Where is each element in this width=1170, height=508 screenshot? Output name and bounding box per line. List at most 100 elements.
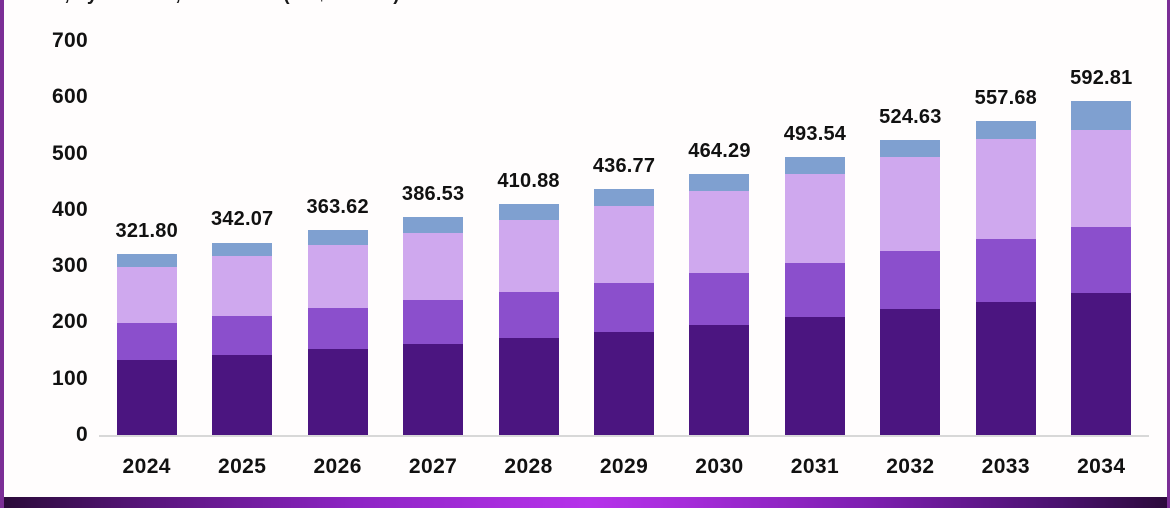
bar-group[interactable]	[968, 0, 1044, 435]
bar-segment-segment-4[interactable]	[307, 230, 368, 245]
bar-segment-segment-3[interactable]	[975, 139, 1036, 240]
x-axis-baseline	[99, 435, 1149, 437]
bar-segment-segment-4[interactable]	[784, 157, 845, 175]
bar-segment-segment-4[interactable]	[880, 139, 941, 158]
bar-segment-segment-1[interactable]	[116, 359, 177, 435]
bar-segment-segment-3[interactable]	[403, 232, 464, 301]
bar-group[interactable]	[300, 0, 376, 435]
stacked-bar[interactable]	[116, 253, 177, 435]
bar-segment-segment-4[interactable]	[403, 217, 464, 233]
stacked-bar[interactable]	[1071, 101, 1132, 435]
bar-value-label: 436.77	[592, 155, 656, 178]
bar-segment-segment-4[interactable]	[498, 203, 559, 220]
stacked-bar[interactable]	[212, 242, 273, 435]
bar-segment-segment-1[interactable]	[403, 343, 464, 435]
bar-segment-segment-4[interactable]	[116, 253, 177, 267]
bar-segment-segment-1[interactable]	[784, 317, 845, 435]
bar-segment-segment-1[interactable]	[307, 349, 368, 435]
bar-value-label: 557.68	[974, 87, 1037, 110]
bar-segment-segment-2[interactable]	[212, 315, 273, 355]
x-axis-tick-label: 2027	[408, 455, 458, 478]
x-axis-tick-label: 2028	[504, 455, 553, 478]
bar-group[interactable]	[777, 0, 853, 435]
bar-value-label: 493.54	[783, 123, 847, 146]
bar-segment-segment-1[interactable]	[498, 337, 559, 435]
x-axis-tick-label: 2025	[218, 455, 267, 478]
y-axis-tick-label: 300	[52, 254, 88, 278]
x-axis-tick-label: 2032	[886, 455, 935, 478]
stacked-bar[interactable]	[594, 189, 654, 435]
bar-segment-segment-3[interactable]	[212, 255, 273, 316]
x-axis-tick-label: 2031	[790, 455, 840, 478]
bar-value-label: 410.88	[497, 169, 560, 192]
x-axis-tick-label: 2024	[122, 455, 171, 478]
bar-segment-segment-4[interactable]	[594, 189, 654, 206]
bar-segment-segment-4[interactable]	[1071, 101, 1132, 130]
bar-segment-segment-3[interactable]	[498, 219, 559, 292]
bar-segment-segment-2[interactable]	[784, 262, 845, 318]
bar-segment-segment-4[interactable]	[975, 121, 1036, 140]
bar-segment-segment-2[interactable]	[594, 282, 654, 332]
bar-value-label: 524.63	[879, 105, 942, 128]
bar-segment-segment-3[interactable]	[594, 205, 654, 283]
bar-segment-segment-3[interactable]	[880, 157, 941, 252]
y-axis-tick-label: 200	[52, 310, 88, 334]
bar-value-label: 386.53	[401, 183, 465, 206]
bar-segment-segment-1[interactable]	[880, 309, 941, 435]
x-axis-tick-label: 2029	[599, 455, 649, 478]
y-axis-tick-label: 600	[52, 85, 88, 109]
y-axis-tick-label: 700	[52, 29, 88, 52]
bar-segment-segment-2[interactable]	[880, 251, 941, 310]
bar-segment-segment-3[interactable]	[784, 174, 845, 263]
bar-segment-segment-4[interactable]	[212, 242, 273, 256]
y-axis-tick-label: 0	[76, 423, 88, 446]
y-axis-tick-label: 400	[52, 197, 88, 221]
bar-segment-segment-2[interactable]	[403, 300, 464, 344]
bar-value-label: 592.81	[1070, 67, 1133, 90]
bar-segment-segment-1[interactable]	[212, 354, 273, 435]
chart-title: Size, by Product, 2024-2034 (US$ Million…	[26, 0, 1126, 6]
bar-segment-segment-1[interactable]	[1071, 292, 1132, 435]
bar-group[interactable]	[395, 0, 471, 435]
stacked-bar[interactable]	[689, 173, 750, 435]
bar-segment-segment-3[interactable]	[1071, 129, 1132, 227]
bar-segment-segment-1[interactable]	[594, 331, 654, 435]
bar-segment-segment-1[interactable]	[689, 324, 750, 435]
stacked-bar[interactable]	[784, 157, 845, 435]
bar-group[interactable]	[491, 0, 567, 435]
bar-value-label: 363.62	[306, 196, 369, 219]
plot-area: 0 100 200 300 400 500 600 700 321.80 2024 342.07 2…	[4, 0, 1167, 496]
stacked-bar[interactable]	[403, 217, 464, 435]
bar-value-label: 321.80	[115, 219, 178, 242]
bar-group[interactable]	[109, 0, 185, 435]
bar-segment-segment-2[interactable]	[116, 322, 177, 360]
bar-segment-segment-2[interactable]	[498, 291, 559, 338]
x-axis-tick-label: 2026	[313, 455, 362, 478]
bar-segment-segment-3[interactable]	[307, 244, 368, 309]
bar-group[interactable]	[681, 0, 757, 435]
x-axis-tick-label: 2034	[1077, 455, 1126, 478]
bar-segment-segment-3[interactable]	[116, 266, 177, 323]
stacked-bar[interactable]	[498, 203, 559, 435]
bar-segment-segment-1[interactable]	[975, 301, 1036, 435]
x-axis-tick-label: 2033	[981, 455, 1030, 478]
bar-group[interactable]	[204, 0, 280, 435]
bar-group[interactable]	[872, 0, 948, 435]
bar-group[interactable]	[1063, 0, 1139, 435]
stacked-bar[interactable]	[975, 121, 1036, 435]
bar-segment-segment-2[interactable]	[1071, 226, 1132, 293]
y-axis-tick-label: 100	[52, 366, 88, 390]
bar-segment-segment-2[interactable]	[689, 272, 750, 325]
bars-layer	[99, 0, 1149, 435]
bar-value-label: 342.07	[210, 208, 274, 231]
bar-segment-segment-2[interactable]	[975, 239, 1036, 302]
bar-group[interactable]	[586, 0, 662, 435]
bar-segment-segment-4[interactable]	[689, 173, 750, 191]
stacked-bar[interactable]	[880, 139, 941, 435]
y-axis-tick-label: 500	[52, 141, 88, 165]
bar-value-label: 464.29	[688, 139, 751, 162]
bar-segment-segment-3[interactable]	[689, 190, 750, 273]
bar-segment-segment-2[interactable]	[307, 308, 368, 350]
stacked-bar[interactable]	[307, 230, 368, 435]
